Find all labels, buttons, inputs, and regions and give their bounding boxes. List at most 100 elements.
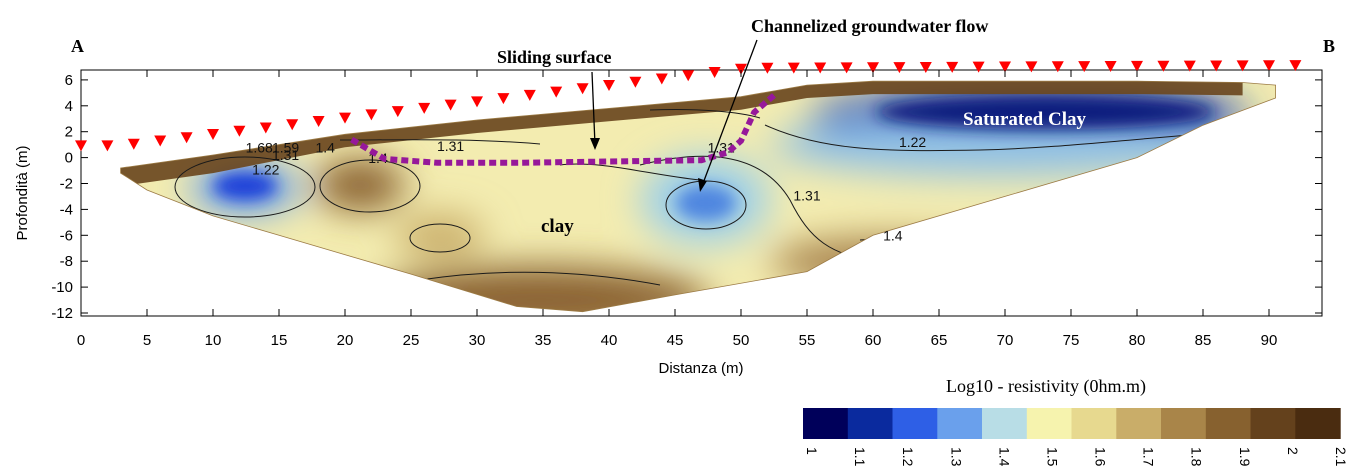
colorbar: [803, 408, 1341, 439]
saturated-clay-halo: [770, 115, 1230, 175]
colorbar-title: Log10 - resistivity (0hm.m): [946, 376, 1146, 397]
colorbar-tick-label: 1.3: [948, 447, 964, 467]
electrode-marker: [603, 80, 615, 92]
colorbar-tick-label: 1.9: [1237, 447, 1253, 467]
electrode-marker: [1025, 61, 1038, 73]
electrode-marker: [1104, 61, 1117, 73]
electrode-marker: [1210, 60, 1223, 72]
y-axis: 6 4 2 0 -2 -4 -6 -8 -10 -12: [51, 72, 1322, 322]
y-tick-label: 2: [65, 124, 73, 141]
electrode-marker: [946, 61, 959, 73]
colorbar-swatch: [1026, 408, 1073, 439]
colorbar-tick-label: 1.6: [1093, 447, 1109, 467]
saturated-clay-core: [875, 94, 1215, 130]
x-tick-label: 0: [77, 332, 85, 349]
contour-label: 1.4: [883, 227, 903, 243]
x-axis: 0 5 10 15 20 25 30 35 40 45 50 55 60 65 70 75 80 85 90: [77, 70, 1278, 349]
y-tick-label: 4: [65, 98, 73, 115]
x-tick-label: 70: [997, 332, 1014, 349]
electrode-marker: [787, 62, 800, 74]
deep-brown-body: [370, 266, 710, 312]
electrode-marker: [154, 135, 167, 147]
y-tick-label: 0: [65, 150, 73, 167]
electrode-marker: [708, 66, 721, 78]
contour-label: 1.31: [437, 138, 464, 154]
electrode-marker: [735, 63, 747, 75]
colorbar-swatch: [1071, 408, 1117, 439]
contour-label: 1.68: [246, 139, 273, 155]
y-tick-label: -10: [51, 279, 73, 296]
x-tick-label: 25: [403, 332, 420, 349]
electrode-marker: [629, 76, 642, 88]
x-tick-label: 50: [733, 332, 750, 349]
electrode-marker: [286, 119, 299, 131]
electrode-marker: [1183, 60, 1196, 72]
electrode-markers: [75, 60, 1302, 152]
sliding-surface-annotation: Sliding surface: [497, 47, 612, 67]
right-brown-body: [770, 238, 1010, 286]
sliding-surface-line: [350, 93, 776, 166]
colorbar-tick-label: 1.8: [1189, 447, 1205, 467]
contour-label: 1.22: [252, 161, 279, 177]
electrode-marker: [999, 61, 1011, 73]
electrode-marker: [840, 62, 853, 74]
x-tick-label: 45: [667, 332, 684, 349]
electrode-marker: [127, 138, 140, 150]
colorbar-tick-label: 1.4: [996, 447, 1012, 467]
x-tick-label: 55: [799, 332, 816, 349]
channel-core: [676, 185, 736, 221]
electrode-marker: [576, 83, 589, 95]
colorbar-swatch: [1161, 408, 1207, 439]
x-tick-label: 35: [535, 332, 552, 349]
electrode-marker: [233, 125, 246, 137]
colorbar-swatch: [892, 408, 938, 439]
contour-label: 1.31: [272, 147, 299, 163]
electrode-marker: [312, 115, 325, 127]
electrode-marker: [550, 86, 563, 98]
sliding-surface-arrow: [591, 71, 596, 146]
profile-end-b: B: [1323, 36, 1335, 56]
electrode-marker: [814, 62, 827, 74]
y-tick-label: 6: [65, 72, 73, 89]
colorbar-tick-label: 2.1: [1333, 447, 1349, 467]
contour-label: 1.31: [793, 187, 820, 203]
saturated-clay-annotation: Saturated Clay: [963, 109, 1086, 130]
y-tick-label: -6: [60, 227, 73, 244]
electrode-marker: [207, 128, 219, 140]
colorbar-swatch: [803, 408, 849, 439]
x-tick-label: 75: [1063, 332, 1080, 349]
y-tick-label: -2: [60, 176, 73, 193]
electrode-marker: [1263, 60, 1275, 72]
x-tick-label: 20: [337, 332, 354, 349]
colorbar-swatch: [1250, 408, 1296, 439]
electrode-marker: [972, 61, 985, 73]
clay-annotation: clay: [541, 216, 574, 237]
x-tick-label: 65: [931, 332, 948, 349]
colorbar-ticks: 1 1.1 1.2 1.3 1.4 1.5 1.6 1.7 1.8 1.9 2 2.1: [804, 447, 1349, 467]
x-tick-label: 90: [1261, 332, 1278, 349]
electrode-marker: [418, 102, 431, 114]
electrode-marker: [180, 132, 193, 144]
electrode-marker: [1157, 60, 1170, 72]
y-tick-label: -8: [60, 253, 73, 270]
electrode-marker: [867, 62, 879, 74]
y-tick-label: -12: [51, 305, 73, 322]
electrode-marker: [893, 62, 906, 74]
x-tick-label: 60: [865, 332, 882, 349]
electrode-marker: [761, 62, 774, 74]
colorbar-swatch: [982, 408, 1028, 439]
colorbar-tick-label: 1.7: [1141, 447, 1157, 467]
electrode-marker: [75, 140, 87, 152]
contour-label: 1.22: [899, 134, 926, 150]
channel-arrow: [701, 39, 758, 187]
electrode-marker: [919, 61, 932, 73]
contour-label: 1.59: [272, 139, 299, 155]
x-tick-label: 40: [601, 332, 618, 349]
electrode-marker: [339, 112, 351, 124]
y-axis-title: Profondità (m): [14, 145, 31, 240]
colorbar-tick-label: 1.5: [1044, 447, 1060, 467]
electrode-marker: [497, 93, 510, 105]
x-tick-label: 30: [469, 332, 486, 349]
electrode-marker: [391, 106, 404, 118]
section-outline: [120, 80, 1276, 313]
